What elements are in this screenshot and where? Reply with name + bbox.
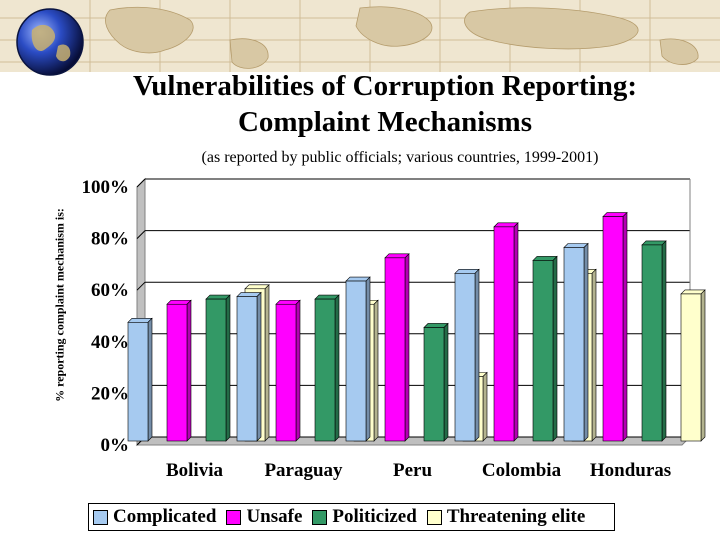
- y-tick-label: 80%: [91, 229, 129, 250]
- bar-chart: 0% 20% 40% 60% 80% 100% Bolivia Paraguay Peru Col…: [82, 177, 706, 481]
- bar-side-threatening-elite: [373, 299, 379, 442]
- bar-complicated-bolivia: [127, 322, 149, 442]
- bar-side-threatening-elite: [591, 268, 597, 442]
- legend-swatch: [226, 509, 242, 525]
- legend-label: Complicated: [113, 506, 217, 527]
- bar-unsafe-paraguay: [275, 303, 297, 442]
- bar-side-unsafe: [622, 211, 628, 442]
- gridline-side: [136, 178, 146, 188]
- bar-side-unsafe: [186, 299, 192, 442]
- chart-subtitle: (as reported by public officials; variou…: [201, 149, 599, 166]
- x-tick-label: Paraguay: [264, 460, 343, 481]
- bar-side-threatening-elite: [700, 289, 706, 442]
- y-tick-label: 20%: [91, 383, 129, 404]
- bar-side-threatening-elite: [264, 284, 270, 442]
- chart-title-line-2: Complaint Mechanisms: [237, 106, 533, 138]
- map-banner: [0, 0, 720, 72]
- legend-item: Politicized: [312, 506, 417, 528]
- plot-area: [145, 179, 690, 437]
- bar-complicated-honduras: [563, 247, 585, 442]
- world-map-background: [0, 0, 720, 72]
- gridline-side: [136, 281, 146, 291]
- bar-unsafe-bolivia: [166, 303, 188, 442]
- bar-side-complicated: [583, 242, 589, 442]
- y-tick-label: 40%: [91, 332, 129, 353]
- chart-legend: Complicated Unsafe Politicized Threatening …: [88, 503, 615, 531]
- x-tick-label: Peru: [393, 460, 432, 481]
- bar-politicized-honduras: [641, 244, 663, 442]
- bar-politicized-paraguay: [314, 298, 336, 442]
- x-tick-label: Honduras: [590, 460, 671, 481]
- bar-side-unsafe: [295, 299, 301, 442]
- bar-side-complicated: [365, 276, 371, 442]
- bar-side-complicated: [474, 268, 480, 442]
- bar-unsafe-peru: [384, 257, 406, 442]
- legend-swatch: [93, 509, 108, 525]
- globe-icon: [16, 8, 84, 76]
- bar-side-politicized: [443, 322, 449, 442]
- bar-complicated-peru: [345, 280, 367, 442]
- legend-item: Threatening elite: [426, 506, 586, 528]
- bar-complicated-paraguay: [236, 296, 258, 442]
- x-tick-label: Bolivia: [166, 460, 224, 481]
- bar-unsafe-colombia: [493, 226, 515, 442]
- bar-politicized-bolivia: [205, 298, 227, 442]
- bar-politicized-peru: [423, 327, 445, 442]
- bar-side-complicated: [147, 317, 153, 442]
- legend-label: Threatening elite: [446, 506, 586, 527]
- x-tick-label: Colombia: [482, 460, 562, 481]
- legend-label: Politicized: [332, 506, 417, 527]
- bar-threatening-elite-honduras: [680, 293, 702, 442]
- legend-label: Unsafe: [246, 506, 303, 527]
- bar-side-unsafe: [513, 222, 519, 442]
- bar-side-complicated: [256, 291, 262, 442]
- bar-politicized-colombia: [532, 260, 554, 442]
- bar-side-politicized: [552, 255, 558, 442]
- bar-side-politicized: [661, 240, 667, 442]
- gridline-side: [136, 230, 146, 239]
- bar-unsafe-honduras: [602, 216, 624, 442]
- legend-item: Unsafe: [226, 506, 302, 528]
- bar-side-unsafe: [404, 253, 410, 442]
- bar-complicated-colombia: [454, 272, 476, 442]
- y-tick-label: 60%: [91, 280, 129, 301]
- bar-side-threatening-elite: [482, 371, 488, 442]
- legend-swatch: [312, 509, 328, 525]
- bar-side-politicized: [225, 294, 231, 442]
- bar-side-politicized: [334, 294, 340, 442]
- legend-item: Complicated: [93, 506, 216, 528]
- chart-title-line-1: Vulnerabilities of Corruption Reporting:: [132, 70, 638, 102]
- y-tick-label: 100%: [82, 177, 130, 198]
- y-tick-label: 0%: [101, 435, 130, 456]
- legend-swatch: [426, 509, 442, 525]
